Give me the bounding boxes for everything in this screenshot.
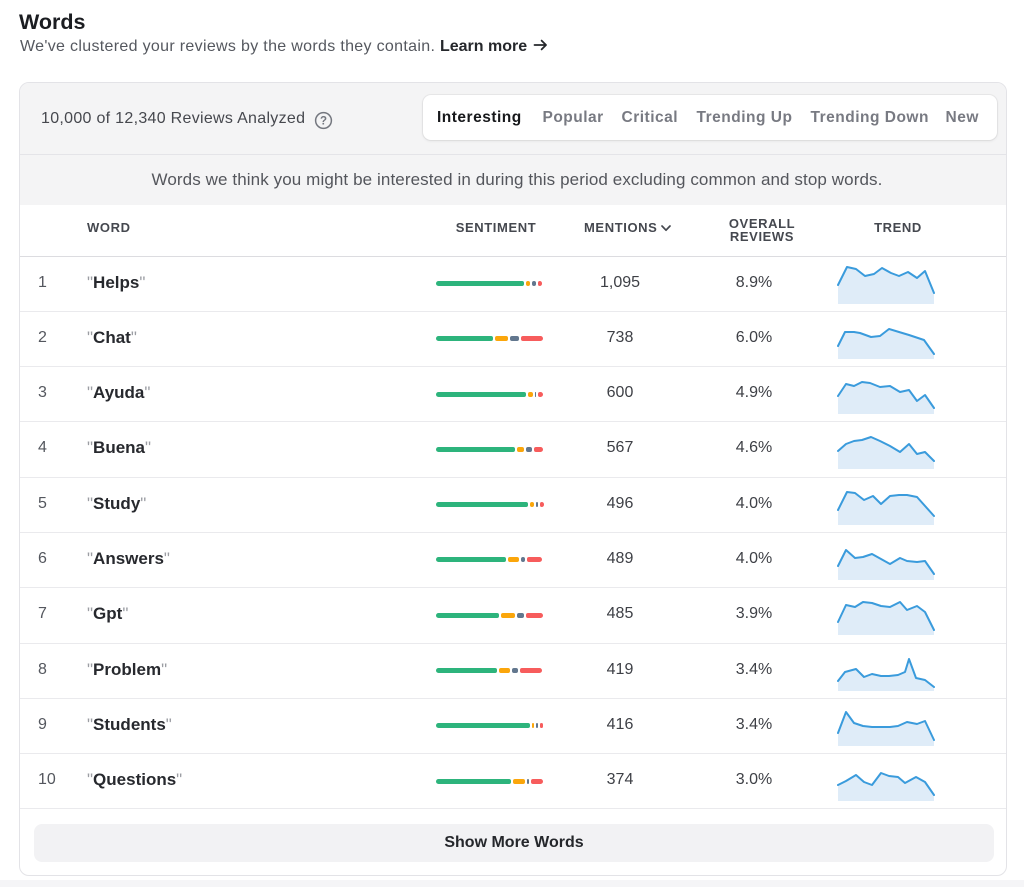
svg-text:?: ? xyxy=(320,115,327,127)
